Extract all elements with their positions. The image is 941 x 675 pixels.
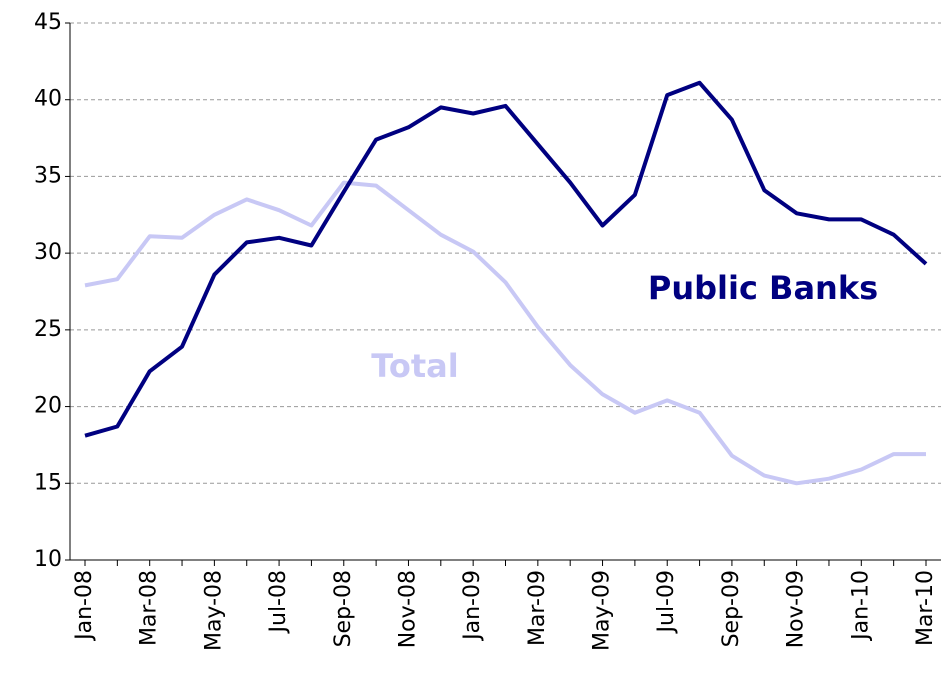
y-tick-label: 45 bbox=[34, 10, 62, 35]
x-tick-label: Nov-08 bbox=[395, 570, 420, 648]
x-tick-label: Mar-10 bbox=[913, 570, 938, 646]
x-tick-label: Jul-08 bbox=[266, 570, 291, 634]
x-tick-label: May-09 bbox=[590, 570, 615, 651]
y-tick-label: 20 bbox=[34, 394, 62, 419]
y-tick-label: 35 bbox=[34, 163, 62, 188]
x-tick-label: Jan-08 bbox=[72, 570, 97, 642]
series-label: Public Banks bbox=[648, 269, 878, 307]
x-tick-label: Jul-09 bbox=[654, 570, 679, 634]
y-tick-label: 15 bbox=[34, 470, 62, 495]
x-tick-label: Mar-08 bbox=[137, 570, 162, 646]
y-tick-label: 30 bbox=[34, 240, 62, 265]
series-label: Total bbox=[371, 347, 458, 385]
series-line bbox=[84, 80, 928, 438]
y-tick-label: 25 bbox=[34, 317, 62, 342]
x-tick-label: Sep-08 bbox=[331, 570, 356, 647]
lines bbox=[84, 80, 928, 486]
x-tick-label: Mar-09 bbox=[525, 570, 550, 646]
x-tick-label: May-08 bbox=[201, 570, 226, 651]
y-tick-label: 40 bbox=[34, 87, 62, 112]
series-line bbox=[84, 180, 926, 486]
grid bbox=[70, 22, 941, 484]
y-tick-label: 10 bbox=[34, 547, 62, 572]
x-tick-label: Jan-09 bbox=[460, 570, 485, 642]
x-tick-label: Nov-09 bbox=[784, 570, 809, 648]
x-tick-label: Sep-09 bbox=[719, 570, 744, 647]
x-tick-label: Jan-10 bbox=[848, 570, 873, 642]
